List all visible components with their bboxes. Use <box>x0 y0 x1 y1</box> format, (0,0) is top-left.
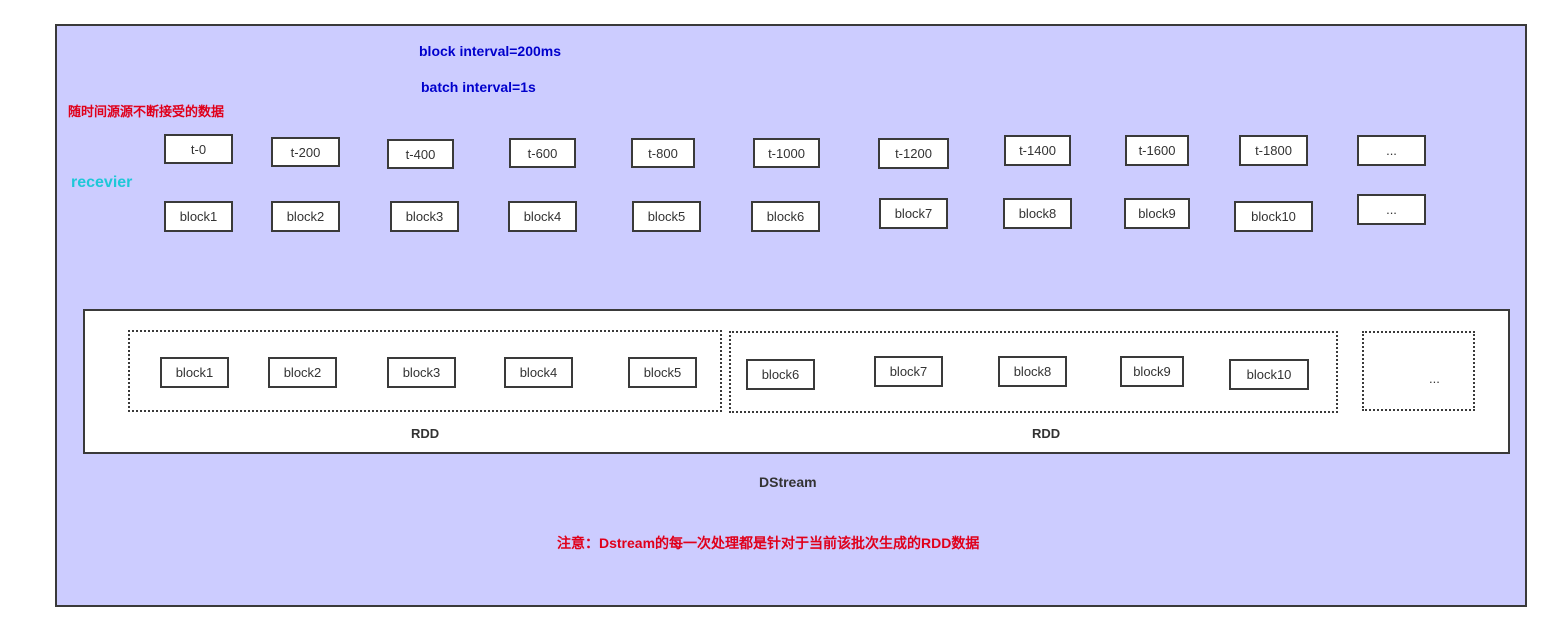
rdd-more-label: ... <box>1429 371 1440 386</box>
continuous-data-label: 随时间源源不断接受的数据 <box>68 104 225 119</box>
rdd-2-label: RDD <box>1032 426 1061 441</box>
rdd-3-container <box>1362 331 1475 411</box>
block-box: block8 <box>1003 198 1072 229</box>
timestamp-box: t-200 <box>271 137 340 167</box>
timestamp-box: t-400 <box>387 139 454 169</box>
timestamp-box: t-800 <box>631 138 695 168</box>
timestamp-box-more: ... <box>1357 135 1426 166</box>
block-box-more: ... <box>1357 194 1426 225</box>
timestamp-box: t-1800 <box>1239 135 1308 166</box>
rdd-block-box: block3 <box>387 357 456 388</box>
block-box: block6 <box>751 201 820 232</box>
batch-interval-label: batch interval=1s <box>421 79 536 95</box>
timestamp-box: t-600 <box>509 138 576 168</box>
timestamp-box: t-0 <box>164 134 233 164</box>
rdd-block-box: block8 <box>998 356 1067 387</box>
timestamp-box: t-1200 <box>878 138 949 169</box>
rdd-block-box: block2 <box>268 357 337 388</box>
timestamp-box: t-1000 <box>753 138 820 168</box>
timestamp-box: t-1400 <box>1004 135 1071 166</box>
block-box: block1 <box>164 201 233 232</box>
rdd-block-box: block5 <box>628 357 697 388</box>
rdd-1-label: RDD <box>411 426 440 441</box>
block-box: block3 <box>390 201 459 232</box>
block-interval-label: block interval=200ms <box>419 43 562 59</box>
block-box: block4 <box>508 201 577 232</box>
receiver-label: recevier <box>71 174 133 191</box>
rdd-block-box: block4 <box>504 357 573 388</box>
rdd-block-box: block1 <box>160 357 229 388</box>
block-box: block5 <box>632 201 701 232</box>
rdd-block-box: block10 <box>1229 359 1309 390</box>
dstream-label: DStream <box>759 474 817 490</box>
block-box: block7 <box>879 198 948 229</box>
rdd-1-container <box>128 330 722 412</box>
timestamp-box: t-1600 <box>1125 135 1189 166</box>
block-box: block10 <box>1234 201 1313 232</box>
block-box: block2 <box>271 201 340 232</box>
rdd-block-box: block7 <box>874 356 943 387</box>
block-box: block9 <box>1124 198 1190 229</box>
rdd-2-container <box>729 331 1338 413</box>
rdd-block-box: block9 <box>1120 356 1184 387</box>
note-text: 注意：Dstream的每一次处理都是针对于当前该批次生成的RDD数据 <box>557 535 980 551</box>
rdd-block-box: block6 <box>746 359 815 390</box>
